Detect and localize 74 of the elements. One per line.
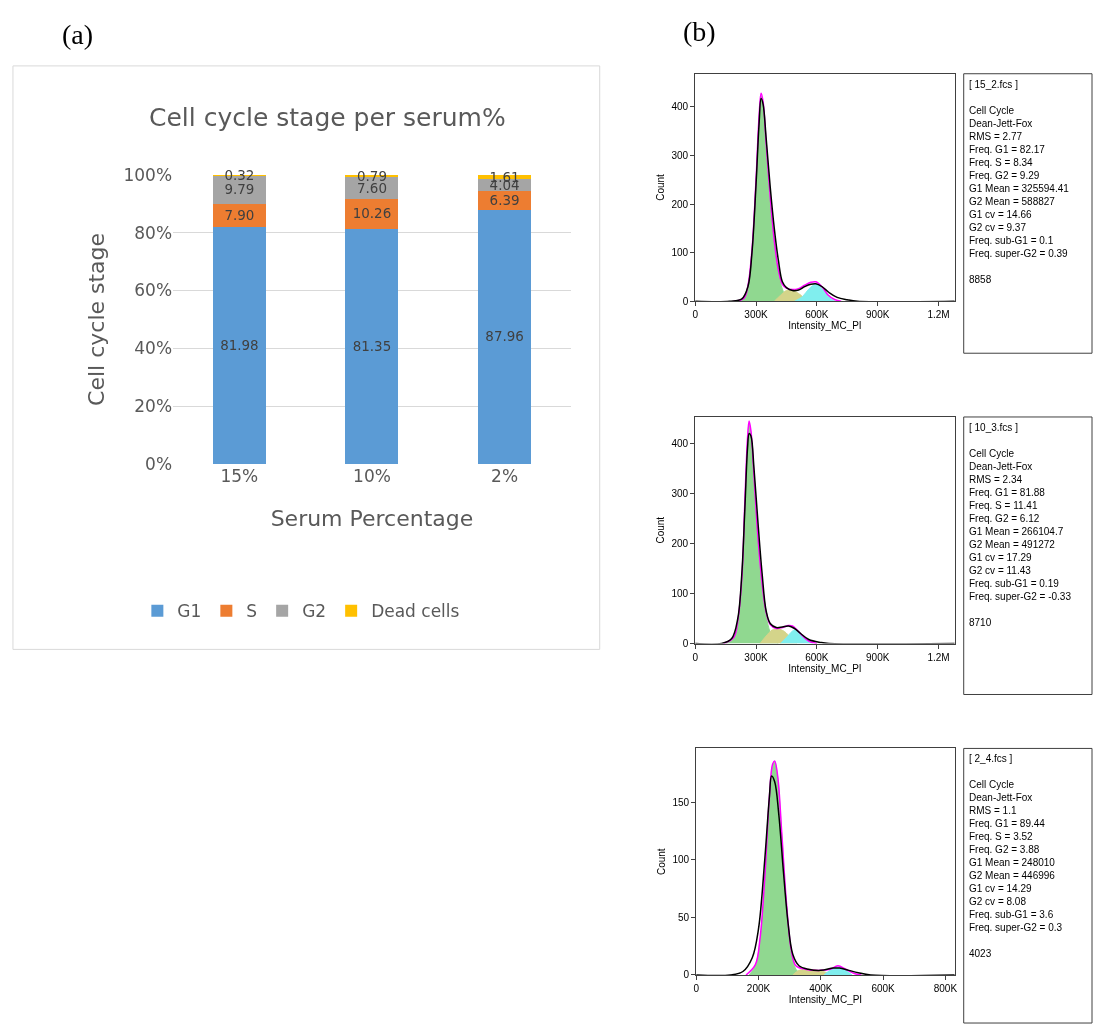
x-tick-label: 0 xyxy=(692,309,699,321)
data-label: 9.79 xyxy=(224,182,255,198)
y-tick-label: 300 xyxy=(671,487,689,499)
text: Cell Cycle Dean-Jett-Fox RMS = 2.34 Freq. G1 = 81.88 Freq. S = 11.41 Freq. G2 = 6.12 G1 Mean = 266104.7 G2 Mean = 491272 G1 cv = 17.29 G2 cv = 11.43 Freq. sub-G1 = 0.19 Freq. super-G2 = -0.33 xyxy=(969,448,1071,602)
y-tick-label: 80% xyxy=(134,222,173,243)
y-tick-label: 100 xyxy=(671,587,689,599)
y-tick-label: 0 xyxy=(682,638,689,649)
text: Cell Cycle Dean-Jett-Fox RMS = 2.77 Freq. G1 = 82.17 Freq. S = 8.34 Freq. G2 = 9.29 G1 Mean = 325594.41 G2 Mean = 588827 G1 cv = 14.66 G2 cv = 9.37 Freq. sub-G1 = 0.1 Freq. super-G2 = 0.39 xyxy=(969,105,1069,259)
x-tick-label: 400K xyxy=(809,982,833,994)
y-axis-title: Cell cycle stage xyxy=(84,232,110,406)
y-tick-label: 0 xyxy=(683,969,690,981)
y-tick-label: 0 xyxy=(682,295,689,307)
x-tick-label: 0 xyxy=(692,651,699,663)
x-axis-title: Intensity_MC_PI xyxy=(788,320,862,332)
text: (a) xyxy=(62,19,94,50)
x-axis-title: Intensity_MC_PI xyxy=(788,662,862,674)
text: 8710 xyxy=(969,617,992,628)
bar xyxy=(478,209,532,465)
x-tick-label: 600K xyxy=(805,309,829,321)
x-tick-label: 600K xyxy=(871,982,896,994)
y-tick-label: 50 xyxy=(678,911,690,923)
data-label: 7.60 xyxy=(357,180,387,196)
text: 8858 xyxy=(969,274,992,285)
x-tick-label: 200K xyxy=(746,982,771,994)
x-tick-label: 900K xyxy=(866,651,890,663)
line-series xyxy=(696,775,955,975)
text: [ 2_4.fcs ] xyxy=(969,753,1013,764)
y-tick-label: 400 xyxy=(671,437,689,449)
x-tick-label: 800K xyxy=(933,982,958,994)
data-label: 10.26 xyxy=(352,206,392,222)
y-tick-label: 100% xyxy=(123,164,173,185)
x-tick-label: 2% xyxy=(491,466,519,487)
y-tick-label: 20% xyxy=(134,396,173,417)
y-tick-label: 150 xyxy=(672,796,690,808)
x-tick-label: 0 xyxy=(693,982,700,994)
legend-label: G2 xyxy=(302,601,327,622)
y-tick-label: 300 xyxy=(671,149,689,161)
data-label: 87.96 xyxy=(485,329,524,345)
x-tick-label: 1.2M xyxy=(927,309,950,321)
legend-label: S xyxy=(246,601,258,622)
x-tick-label: 300K xyxy=(744,309,769,321)
y-axis-title: Count xyxy=(655,516,667,544)
y-tick-label: 0% xyxy=(145,453,173,474)
y-tick-label: 200 xyxy=(671,537,689,549)
legend-label: G1 xyxy=(177,601,202,622)
text: 4023 xyxy=(969,948,992,959)
y-tick-label: 100 xyxy=(672,854,690,866)
x-tick-label: 15% xyxy=(220,466,259,487)
x-tick-label: 1.2M xyxy=(927,651,950,663)
text: [ 10_3.fcs ] xyxy=(969,422,1019,433)
y-tick-label: 100 xyxy=(671,247,689,259)
text: [ 15_2.fcs ] xyxy=(969,79,1019,90)
x-tick-label: 10% xyxy=(353,466,391,487)
data-label: 81.98 xyxy=(220,338,259,354)
y-axis-title: Count xyxy=(655,173,667,201)
x-tick-label: 900K xyxy=(866,309,890,321)
x-tick-label: 300K xyxy=(744,651,769,663)
x-axis-title: Serum Percentage xyxy=(270,505,474,531)
bar xyxy=(212,226,266,465)
y-tick-label: 40% xyxy=(134,338,173,359)
text: Cell Cycle Dean-Jett-Fox RMS = 1.1 Freq. G1 = 89.44 Freq. S = 3.52 Freq. G2 = 3.88 G1 Mean = 248010 G2 Mean = 446996 G1 cv = 14.29 G2 cv = 8.08 Freq. sub-G1 = 3.6 Freq. super-G2 = 0.3 xyxy=(969,779,1063,933)
bar xyxy=(345,228,399,465)
y-axis-title: Count xyxy=(656,848,668,876)
data-label: 7.90 xyxy=(224,208,255,224)
data-label: 81.35 xyxy=(352,339,392,354)
y-tick-label: 200 xyxy=(671,198,689,210)
data-label: 6.39 xyxy=(489,192,520,208)
x-tick-label: 600K xyxy=(805,651,829,663)
chart-title: Cell cycle stage per serum% xyxy=(149,103,506,132)
text: (b) xyxy=(683,16,716,47)
y-tick-label: 60% xyxy=(134,280,173,301)
legend-label: Dead cells xyxy=(371,601,460,622)
y-tick-label: 400 xyxy=(671,101,689,113)
x-axis-title: Intensity_MC_PI xyxy=(788,993,863,1005)
